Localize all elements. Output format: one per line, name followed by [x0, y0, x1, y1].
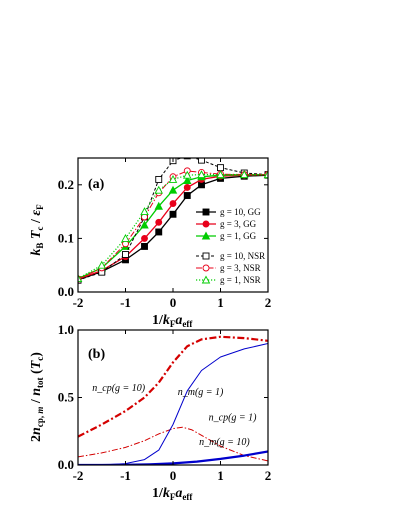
x-tick-label: -1 [120, 295, 131, 310]
data-point [197, 170, 206, 179]
data-point [140, 207, 149, 216]
data-point [216, 170, 225, 179]
data-point [141, 234, 148, 242]
data-point [155, 228, 163, 236]
x-tick-label: 1 [217, 468, 224, 483]
legend-label: g = 1, NSR [220, 275, 261, 285]
data-point [154, 201, 164, 210]
series-line-0 [78, 335, 268, 438]
data-point [155, 175, 163, 183]
panel-b-annotations: n_cp(g = 10) n_m(g = 1) n_cp(g = 1) n_m(g =… [92, 383, 257, 448]
legend-marker [201, 275, 211, 284]
panel-a-ylabel: kB Tc / εF [29, 204, 45, 256]
y-tick-label: 0.5 [58, 390, 75, 405]
data-point [155, 218, 163, 226]
data-point [198, 158, 205, 164]
data-point [263, 170, 268, 179]
data-point [169, 200, 177, 208]
y-tick-label: 0.0 [58, 284, 74, 299]
data-point [97, 260, 107, 269]
data-point [141, 242, 148, 250]
data-point [217, 164, 224, 172]
data-point [154, 185, 164, 194]
y-tick-label: 1.0 [58, 322, 74, 337]
data-point [78, 274, 83, 283]
data-point [168, 185, 178, 194]
curve-annotation: n_m(g = 1) [178, 387, 224, 398]
svg-text:kB Tc / εF: kB Tc / εF [29, 204, 45, 256]
x-tick-label: 2 [265, 295, 272, 310]
series-line-5 [78, 174, 268, 280]
legend-marker [202, 252, 210, 260]
legend-label: g = 3, NSR [220, 263, 261, 273]
x-tick-label: -2 [73, 295, 84, 310]
y-tick-label: 0.2 [58, 177, 74, 192]
panel-b-ticks: -2 -1 0 1 2 0.0 0.5 1.0 [58, 322, 272, 483]
data-point [168, 174, 178, 183]
svg-text:1/kFaeff: 1/kFaeff [152, 313, 193, 329]
curve-annotation: n_cp(g = 1) [209, 412, 258, 423]
curve-annotation: n_m(g = 10) [199, 437, 250, 448]
legend-label: g = 1, GG [220, 231, 257, 241]
legend-label: g = 10, NSR [220, 251, 265, 261]
panel-b-xlabel: 1/kFaeff [152, 486, 193, 502]
data-point [239, 170, 249, 179]
data-point [182, 170, 192, 179]
x-tick-label: -2 [73, 468, 84, 483]
legend-marker [202, 220, 210, 228]
legend-marker [202, 264, 210, 272]
svg-text:1/kFaeff: 1/kFaeff [152, 486, 193, 502]
data-point [122, 251, 129, 258]
panel-b-label: (b) [88, 347, 105, 362]
panel-a-legend: g = 10, GG g = 3, GG g = 1, GG g = 10, NSR g… [196, 207, 265, 285]
panel-b-ylabel: 2ncp, m / ntot (Tc) [29, 352, 45, 442]
x-tick-label: 0 [170, 468, 177, 483]
panel-a-curves [78, 158, 268, 284]
data-point [121, 233, 130, 242]
data-point [183, 192, 191, 199]
data-point [183, 184, 191, 191]
svg-text:2ncp, m / ntot (Tc): 2ncp, m / ntot (Tc) [29, 352, 45, 442]
data-point [140, 220, 149, 229]
panel-a-xlabel: 1/kFaeff [152, 313, 193, 329]
curve-annotation: n_cp(g = 10) [92, 383, 146, 394]
x-tick-label: -1 [120, 468, 131, 483]
x-tick-label: 0 [170, 295, 177, 310]
legend-marker [202, 208, 210, 216]
x-tick-label: 1 [217, 295, 224, 310]
y-tick-label: 0.1 [58, 230, 74, 245]
x-tick-label: 2 [265, 468, 272, 483]
panel-a-ticks: -2 -1 0 1 2 0.0 0.1 0.2 [58, 158, 272, 310]
legend-label: g = 3, GG [220, 219, 257, 229]
series-line-1 [78, 426, 268, 462]
data-point [169, 210, 177, 218]
panel-a: -2 -1 0 1 2 0.0 0.1 0.2 (a) kB Tc / εF 1/kFaeff… [29, 157, 272, 329]
y-tick-label: 0.0 [58, 457, 74, 472]
panel-b: -2 -1 0 1 2 0.0 0.5 1.0 (b) 2ncp, m / ntot (Tc)… [29, 322, 271, 502]
panel-a-label: (a) [88, 177, 105, 192]
data-point [182, 176, 192, 184]
legend-marker [201, 231, 211, 240]
legend-label: g = 10, GG [220, 207, 261, 217]
